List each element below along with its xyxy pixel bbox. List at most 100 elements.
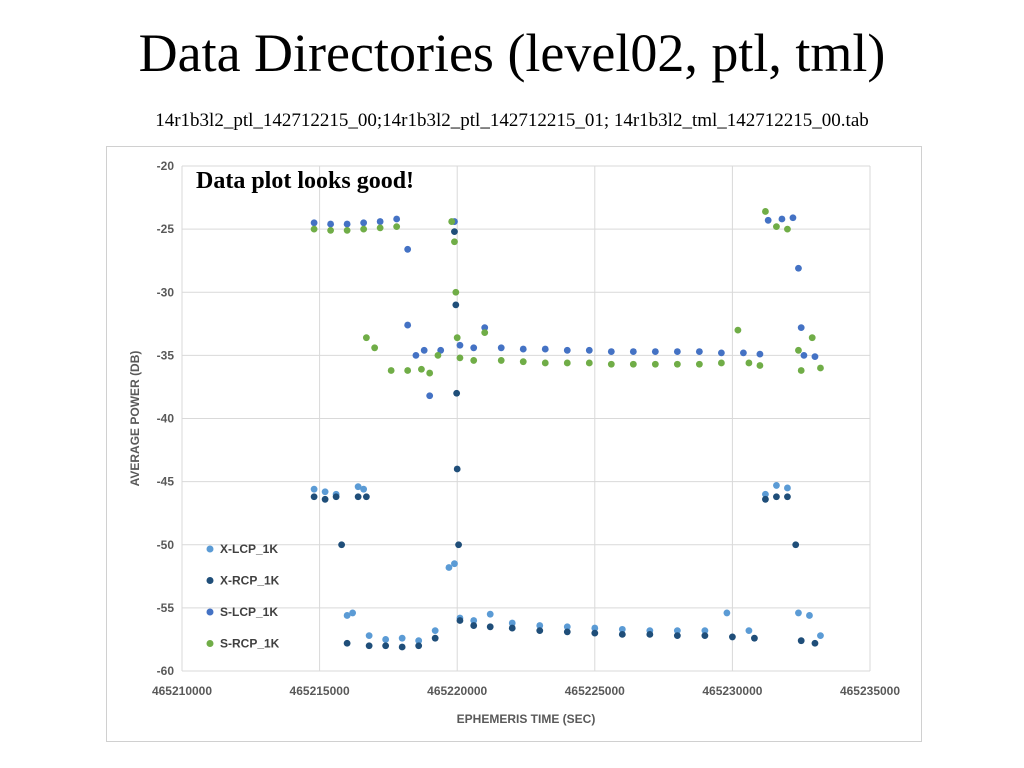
data-point bbox=[717, 349, 725, 357]
data-point bbox=[651, 360, 659, 368]
data-point bbox=[629, 348, 637, 355]
y-axis-title: AVERAGE POWER (DB) bbox=[128, 351, 142, 487]
data-point bbox=[764, 216, 772, 224]
data-point bbox=[629, 360, 637, 368]
data-point bbox=[778, 215, 786, 223]
data-point bbox=[536, 622, 544, 629]
data-point bbox=[497, 357, 505, 364]
legend-marker bbox=[206, 577, 214, 584]
x-tick-label: 465230000 bbox=[702, 684, 762, 698]
data-point bbox=[695, 348, 703, 355]
data-point bbox=[563, 628, 571, 636]
data-point bbox=[412, 351, 420, 359]
data-point bbox=[591, 624, 599, 632]
data-point bbox=[470, 622, 478, 629]
data-point bbox=[310, 485, 318, 493]
data-point bbox=[797, 367, 805, 374]
y-tick-label: -35 bbox=[157, 348, 175, 362]
data-point bbox=[585, 346, 593, 354]
data-point bbox=[792, 541, 800, 549]
data-point bbox=[343, 612, 351, 619]
data-point bbox=[431, 627, 439, 634]
data-point bbox=[673, 632, 681, 640]
y-tick-label: -50 bbox=[157, 538, 175, 552]
data-point bbox=[762, 495, 769, 503]
data-point bbox=[452, 301, 460, 309]
data-point bbox=[470, 617, 478, 624]
data-point bbox=[327, 226, 335, 234]
data-point bbox=[321, 495, 329, 503]
data-point bbox=[701, 632, 709, 640]
data-point bbox=[800, 351, 808, 359]
y-tick-label: -45 bbox=[157, 475, 175, 489]
chart-frame bbox=[106, 146, 922, 742]
data-point bbox=[470, 357, 478, 364]
data-point bbox=[453, 389, 461, 397]
data-point bbox=[607, 360, 615, 368]
data-point bbox=[456, 354, 464, 362]
data-point bbox=[360, 219, 368, 227]
data-point bbox=[481, 324, 489, 331]
data-point bbox=[338, 541, 346, 549]
data-point bbox=[519, 345, 527, 353]
data-point bbox=[456, 617, 464, 624]
data-point bbox=[563, 346, 571, 354]
data-point bbox=[451, 228, 458, 236]
legend-label: S-LCP_1K bbox=[220, 605, 278, 619]
chart-annotation: Data plot looks good! bbox=[196, 168, 415, 194]
data-point bbox=[456, 341, 464, 349]
data-point bbox=[327, 220, 335, 228]
data-point bbox=[398, 643, 406, 651]
data-point bbox=[729, 633, 736, 641]
data-point bbox=[508, 624, 516, 632]
data-point bbox=[382, 636, 390, 643]
data-point bbox=[817, 632, 824, 640]
data-point bbox=[382, 642, 390, 650]
legend-marker bbox=[206, 640, 214, 647]
data-point bbox=[797, 324, 805, 331]
data-point bbox=[445, 564, 453, 571]
data-point bbox=[673, 627, 681, 634]
data-point bbox=[756, 362, 764, 369]
data-point bbox=[673, 348, 681, 355]
data-point bbox=[437, 346, 445, 354]
data-point bbox=[762, 208, 769, 215]
data-point bbox=[415, 642, 423, 650]
slide-subtitle: 14r1b3l2_ptl_142712215_00;14r1b3l2_ptl_1… bbox=[155, 110, 869, 131]
data-point bbox=[393, 223, 401, 230]
data-point bbox=[673, 360, 681, 368]
data-point bbox=[481, 329, 489, 337]
data-point bbox=[773, 482, 780, 489]
data-point bbox=[762, 490, 769, 498]
data-point bbox=[784, 225, 791, 233]
data-point bbox=[360, 225, 368, 233]
data-point bbox=[349, 609, 357, 617]
data-point bbox=[310, 493, 318, 501]
data-point bbox=[795, 264, 802, 272]
data-point bbox=[618, 630, 626, 638]
data-point bbox=[426, 369, 434, 377]
data-point bbox=[360, 485, 368, 493]
data-point bbox=[817, 364, 824, 372]
data-point bbox=[563, 359, 571, 367]
data-point bbox=[434, 351, 442, 359]
data-point bbox=[404, 367, 412, 374]
data-point bbox=[585, 359, 593, 367]
legend-marker bbox=[206, 545, 214, 553]
data-point bbox=[646, 630, 654, 638]
data-point bbox=[455, 541, 462, 549]
data-point bbox=[618, 625, 626, 633]
data-point bbox=[701, 627, 709, 634]
data-point bbox=[811, 353, 819, 361]
data-point bbox=[362, 493, 370, 501]
y-tick-label: -30 bbox=[157, 285, 175, 299]
y-tick-label: -55 bbox=[157, 601, 175, 615]
data-point bbox=[376, 224, 384, 232]
data-point bbox=[451, 560, 458, 568]
data-point bbox=[734, 326, 742, 334]
data-point bbox=[811, 639, 819, 647]
data-point bbox=[310, 225, 318, 233]
data-point bbox=[453, 334, 461, 342]
data-point bbox=[418, 365, 425, 373]
y-tick-label: -40 bbox=[157, 412, 175, 426]
